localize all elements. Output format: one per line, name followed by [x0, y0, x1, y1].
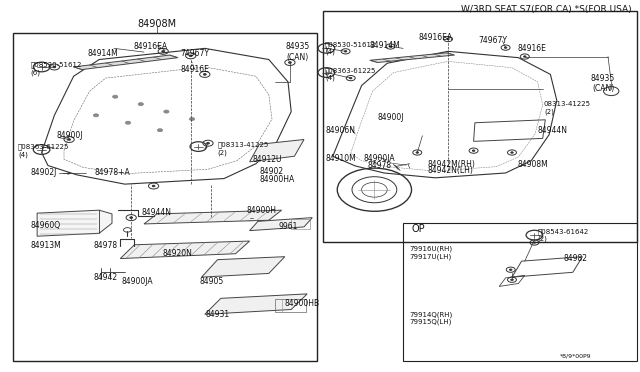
Circle shape — [162, 51, 164, 52]
Circle shape — [248, 217, 251, 218]
Text: 08313-41225
(2): 08313-41225 (2) — [544, 101, 591, 115]
Polygon shape — [37, 210, 112, 236]
Text: 79916U(RH)
79917U(LH): 79916U(RH) 79917U(LH) — [410, 246, 452, 260]
Text: 84978: 84978 — [93, 241, 118, 250]
Circle shape — [157, 129, 163, 132]
Text: *8/9*00P9: *8/9*00P9 — [560, 354, 592, 359]
Circle shape — [125, 121, 131, 124]
Text: W/3RD SEAT S7(FOR CA) *S(FOR USA): W/3RD SEAT S7(FOR CA) *S(FOR USA) — [461, 5, 632, 14]
Polygon shape — [250, 218, 312, 231]
Text: 84900HB: 84900HB — [285, 299, 320, 308]
Circle shape — [472, 150, 475, 151]
Polygon shape — [205, 294, 307, 314]
Text: OP: OP — [412, 224, 425, 234]
Circle shape — [164, 110, 169, 113]
Circle shape — [533, 242, 536, 243]
Polygon shape — [120, 241, 250, 259]
Text: 79914Q(RH)
79915Q(LH): 79914Q(RH) 79915Q(LH) — [410, 311, 453, 325]
Circle shape — [416, 152, 419, 153]
Circle shape — [113, 95, 118, 98]
Text: 84900HA: 84900HA — [259, 175, 294, 184]
Text: 84910M: 84910M — [325, 154, 356, 163]
Text: 84914M: 84914M — [87, 49, 118, 58]
Circle shape — [389, 46, 392, 47]
Circle shape — [68, 139, 70, 140]
Text: 84905: 84905 — [200, 278, 224, 286]
Circle shape — [349, 77, 352, 79]
Circle shape — [53, 66, 56, 68]
Polygon shape — [202, 257, 285, 277]
Text: Ⓢ08363-61225
(4): Ⓢ08363-61225 (4) — [18, 144, 69, 158]
Text: Ⓢ08530-51612
(6): Ⓢ08530-51612 (6) — [31, 62, 82, 76]
Text: 84902: 84902 — [259, 167, 284, 176]
Text: 74967Y: 74967Y — [478, 36, 508, 45]
Circle shape — [204, 74, 206, 75]
Text: 84944N: 84944N — [142, 208, 172, 217]
Text: Ⓢ08363-61225
(4): Ⓢ08363-61225 (4) — [325, 67, 376, 81]
Polygon shape — [74, 55, 178, 70]
Circle shape — [447, 38, 449, 40]
Text: 84906N: 84906N — [325, 126, 355, 135]
Text: Ⓢ08543-61642
(2): Ⓢ08543-61642 (2) — [538, 228, 589, 242]
Circle shape — [138, 103, 143, 106]
Text: 84916EA: 84916EA — [133, 42, 168, 51]
Circle shape — [93, 114, 99, 117]
Text: 9961: 9961 — [278, 222, 298, 231]
Circle shape — [289, 62, 291, 63]
Circle shape — [344, 51, 347, 52]
Text: 84902J: 84902J — [31, 169, 57, 177]
Circle shape — [130, 217, 132, 218]
Circle shape — [189, 118, 195, 121]
Text: 84982: 84982 — [563, 254, 588, 263]
Text: 84935
(CAN): 84935 (CAN) — [285, 42, 310, 62]
Polygon shape — [370, 53, 454, 62]
Circle shape — [189, 55, 192, 57]
Text: 84935
(CAN): 84935 (CAN) — [590, 74, 614, 93]
Text: 84916EA: 84916EA — [418, 33, 452, 42]
Text: 84908M: 84908M — [137, 19, 177, 29]
Text: 84920N: 84920N — [163, 249, 193, 258]
Text: 84900H: 84900H — [246, 206, 276, 215]
Text: 84942: 84942 — [93, 273, 118, 282]
Circle shape — [210, 216, 212, 217]
Polygon shape — [144, 210, 282, 224]
Text: 84914M: 84914M — [370, 41, 401, 50]
Polygon shape — [250, 140, 304, 162]
Text: 84942M(RH): 84942M(RH) — [428, 160, 476, 169]
Text: 84900J: 84900J — [56, 131, 83, 140]
Text: 84931: 84931 — [205, 310, 230, 319]
Text: 84916E: 84916E — [517, 44, 546, 53]
Text: Ⓢ08313-41225
(2): Ⓢ08313-41225 (2) — [218, 142, 269, 156]
Text: 84912U: 84912U — [253, 155, 282, 164]
Text: 84978: 84978 — [368, 161, 392, 170]
Circle shape — [511, 152, 513, 153]
Text: 84978+A: 84978+A — [94, 169, 130, 177]
Circle shape — [152, 185, 155, 187]
Text: 84960Q: 84960Q — [31, 221, 61, 230]
Text: 84908M: 84908M — [517, 160, 548, 169]
Text: 84913M: 84913M — [31, 241, 61, 250]
Text: 84944N: 84944N — [538, 126, 568, 135]
Circle shape — [511, 279, 513, 280]
Text: 84942N(LH): 84942N(LH) — [428, 166, 474, 175]
Circle shape — [509, 269, 512, 270]
Text: 74967Y: 74967Y — [180, 49, 210, 58]
Text: 84900JA: 84900JA — [122, 278, 154, 286]
Text: 84916E: 84916E — [180, 65, 210, 74]
Text: 84900JA: 84900JA — [364, 154, 395, 163]
Circle shape — [207, 142, 209, 144]
Circle shape — [504, 47, 507, 48]
Circle shape — [524, 56, 526, 57]
Text: 84900J: 84900J — [378, 113, 404, 122]
Text: Ⓢ08530-51612
(4): Ⓢ08530-51612 (4) — [325, 41, 376, 55]
